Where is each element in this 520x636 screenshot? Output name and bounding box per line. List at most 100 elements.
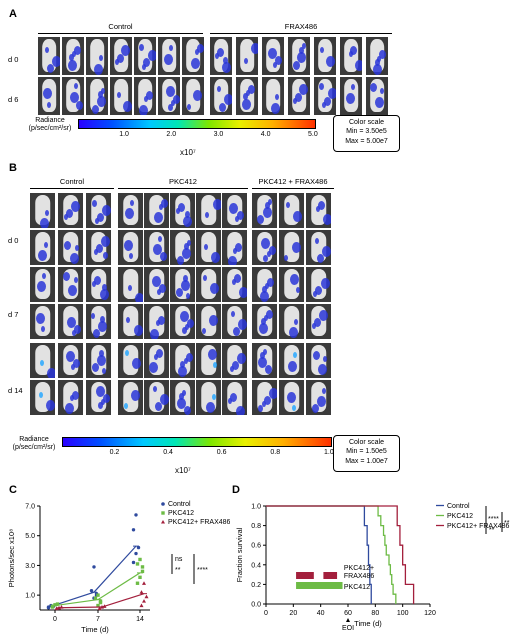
eoi-marker [346, 618, 350, 622]
mouse-image [252, 380, 277, 415]
y-tick-label: 0.8 [251, 523, 261, 530]
legend-marker [161, 520, 165, 524]
treatment-bar [323, 572, 338, 579]
x-tick-label: 100 [397, 610, 409, 617]
panel-b-row-d14: d 14 [8, 386, 23, 395]
panel-b-row-d7: d 7 [8, 310, 19, 319]
mouse-image [196, 267, 221, 302]
panel-a-multiplier: x10⁷ [180, 148, 196, 157]
mouse-image [58, 343, 83, 378]
panel-a-colorbar [78, 119, 316, 129]
mouse-image [210, 77, 232, 115]
treatment-bar [296, 582, 343, 589]
panel-a-row-d0: d 0 [8, 55, 19, 64]
mouse-image [170, 267, 195, 302]
y-tick-label: 3.0 [25, 563, 35, 570]
mouse-image [279, 380, 304, 415]
mouse-image [86, 37, 108, 75]
data-point [138, 575, 142, 580]
mouse-image [134, 77, 156, 115]
mouse-image [30, 230, 55, 265]
mouse-image [182, 77, 204, 115]
mouse-image [279, 193, 304, 228]
panel-a-radiance-title: Radiance (p/sec/cm²/sr) [28, 117, 72, 133]
y-tick-label: 1.0 [25, 593, 35, 600]
data-point [50, 604, 55, 608]
panel-c-letter: C [9, 484, 17, 496]
mouse-image [196, 380, 221, 415]
mouse-image [118, 304, 143, 339]
panel-b-color-scale-box: Color scale Min = 1.50e5 Max = 1.00e7 [333, 435, 400, 472]
data-point [144, 594, 149, 599]
mouse-image [236, 37, 258, 75]
panel-b-letter: B [9, 162, 17, 174]
panel-b-multiplier: x10⁷ [175, 466, 191, 475]
legend-label: Control [447, 503, 470, 510]
mouse-image [118, 343, 143, 378]
mouse-image [30, 193, 55, 228]
mouse-image [30, 343, 55, 378]
mouse-image [58, 230, 83, 265]
treatment-label: FRAX486 [344, 573, 374, 580]
treatment-bar [296, 572, 314, 579]
mouse-image [340, 37, 362, 75]
panel-a-row-d6: d 6 [8, 95, 19, 104]
sig-label: ns [175, 556, 183, 563]
data-point [53, 603, 57, 607]
mouse-image [182, 37, 204, 75]
mouse-image [134, 37, 156, 75]
mouse-image [252, 343, 277, 378]
mouse-image [279, 230, 304, 265]
mouse-image [306, 343, 331, 378]
panel-b-group-pkc412: PKC412 [169, 177, 197, 186]
data-point [96, 603, 100, 608]
mouse-image [86, 230, 111, 265]
mouse-image [38, 37, 60, 75]
mouse-image [288, 37, 310, 75]
mouse-image [30, 304, 55, 339]
data-point [139, 590, 144, 594]
panel-b-radiance-title: Radiance (p/sec/cm²/sr) [12, 436, 56, 452]
colorbar-tick-label: 1.0 [324, 449, 334, 456]
mouse-image [222, 343, 247, 378]
panel-b-group-control: Control [59, 177, 85, 186]
legend-label: PKC412+ FRAX486 [168, 519, 230, 526]
data-point [96, 593, 100, 597]
legend-label: PKC412 [168, 510, 194, 517]
y-tick-label: 0.4 [251, 562, 261, 569]
sig-label: ** [489, 527, 495, 534]
data-point [140, 569, 145, 574]
panel-b-group-pkc-frax: PKC412 + FRAX486 [258, 177, 328, 186]
x-tick-label: 40 [317, 610, 325, 617]
data-point [142, 599, 146, 603]
mouse-image [279, 267, 304, 302]
treatment-label: PKC412+ [344, 565, 374, 572]
mouse-image [196, 343, 221, 378]
mouse-image [58, 304, 83, 339]
data-point [131, 528, 136, 532]
y-axis-title: Photons/sec x10⁸ [7, 529, 16, 588]
mouse-image [144, 193, 169, 228]
colorbar-tick-label: 4.0 [260, 131, 271, 138]
mouse-image [144, 230, 169, 265]
mouse-image [170, 380, 195, 415]
mouse-image [118, 230, 143, 265]
mouse-image [252, 304, 277, 339]
data-point [89, 588, 94, 593]
colorbar-tick-label: 0.8 [270, 449, 281, 456]
mouse-image [196, 193, 221, 228]
x-tick-label: 120 [424, 610, 436, 617]
mouse-image [170, 343, 195, 378]
data-point [135, 562, 140, 566]
legend-label: Control [168, 501, 191, 508]
mouse-image [86, 380, 111, 415]
mouse-image [262, 37, 284, 75]
mouse-image [252, 230, 277, 265]
colorbar-tick-label: 1.0 [119, 131, 129, 138]
mouse-image [86, 193, 111, 228]
mouse-image [58, 267, 83, 302]
mouse-image [118, 380, 143, 415]
survival-curve [266, 505, 397, 604]
x-tick-label: 14 [136, 616, 144, 623]
y-tick-label: 0.2 [251, 582, 261, 589]
